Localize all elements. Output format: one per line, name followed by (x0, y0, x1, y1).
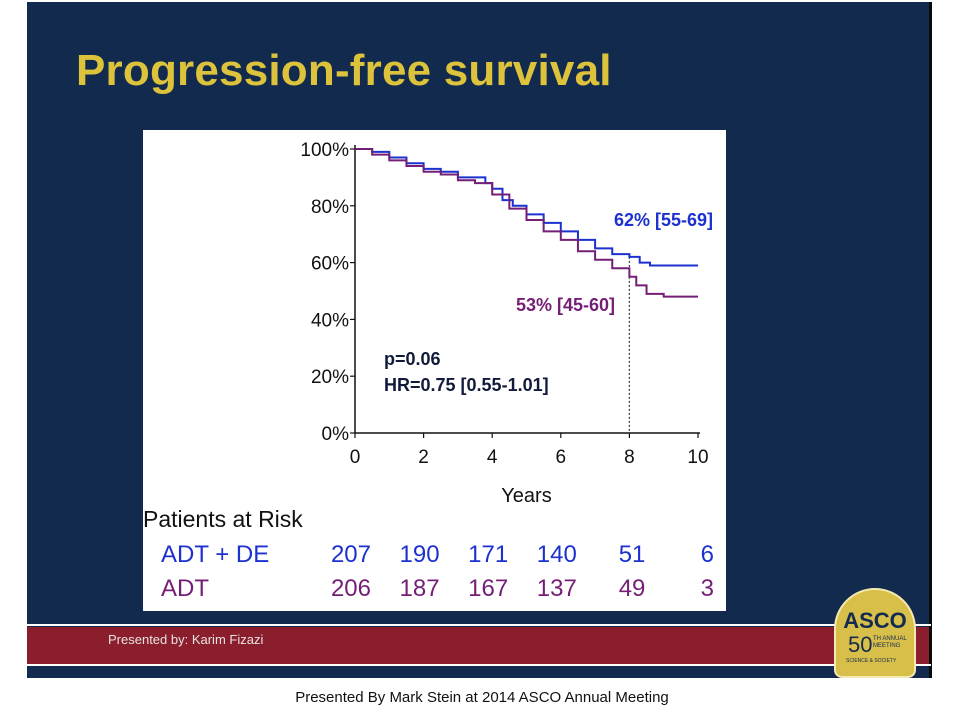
x-tick-label: 0 (350, 447, 361, 468)
presenter-credit: Presented by: Karim Fizazi (108, 632, 264, 647)
risk-value: 51 (618, 541, 646, 568)
series-line-adt (355, 148, 698, 298)
y-tick-label: 60% (311, 254, 349, 275)
x-tick-label: 6 (556, 447, 567, 468)
x-axis-title: Years (501, 485, 551, 506)
risk-value: 187 (399, 575, 440, 602)
asco-logo-subtitle: SCIENCE & SOCIETY (846, 658, 897, 664)
survival-chart: 0% 20% 40% 60% 80% 100% 0 2 4 6 8 10 Years 62% [55-6… (300, 140, 713, 506)
risk-value: 171 (468, 541, 509, 568)
risk-row-label: ADT + DE (161, 541, 270, 568)
y-tick-label: 40% (311, 310, 349, 331)
footer-credit: Presented By Mark Stein at 2014 ASCO Ann… (295, 689, 669, 706)
risk-row-adt-de: ADT + DE 207 190 171 140 51 6 (143, 541, 726, 571)
annotation-p-value: p=0.06 (384, 349, 441, 369)
y-tick-label: 0% (322, 424, 350, 445)
x-tick-label: 8 (624, 447, 635, 468)
band-divider (27, 624, 931, 626)
risk-value: 137 (536, 575, 577, 602)
risk-value: 167 (468, 575, 509, 602)
y-tick-label: 100% (300, 140, 349, 161)
risk-value: 3 (700, 575, 714, 602)
presenter-band (27, 627, 929, 664)
risk-value: 140 (536, 541, 577, 568)
slide-title: Progression-free survival (76, 46, 612, 95)
band-divider (27, 664, 931, 666)
x-tick-label: 10 (687, 447, 708, 468)
slide-edge (929, 2, 932, 678)
y-tick-label: 20% (311, 367, 349, 388)
asco-logo-number: 50 (848, 632, 873, 657)
risk-value: 206 (330, 575, 371, 602)
annotation-hazard-ratio: HR=0.75 [0.55-1.01] (384, 375, 549, 395)
x-tick-label: 2 (418, 447, 429, 468)
series-line-adt-de (355, 148, 698, 267)
risk-row-adt: ADT 206 187 167 137 49 3 (143, 575, 726, 605)
asco-logo: ASCO 50 TH ANNUAL MEETING SCIENCE & SOCI… (834, 588, 916, 678)
y-tick-label: 80% (311, 197, 349, 218)
risk-table-title: Patients at Risk (143, 506, 303, 532)
annotation-adt-de-rate: 62% [55-69] (614, 210, 713, 230)
risk-row-label: ADT (161, 575, 209, 602)
risk-value: 207 (330, 541, 371, 568)
risk-value: 190 (399, 541, 440, 568)
annotation-adt-rate: 53% [45-60] (516, 295, 615, 315)
chart-panel: 0% 20% 40% 60% 80% 100% 0 2 4 6 8 10 Years 62% [55-6… (143, 130, 726, 611)
asco-logo-annual: TH ANNUAL MEETING (873, 636, 907, 649)
risk-value: 6 (700, 541, 714, 568)
x-tick-label: 4 (487, 447, 498, 468)
asco-logo-name: ASCO (843, 608, 907, 633)
risk-value: 49 (618, 575, 646, 602)
